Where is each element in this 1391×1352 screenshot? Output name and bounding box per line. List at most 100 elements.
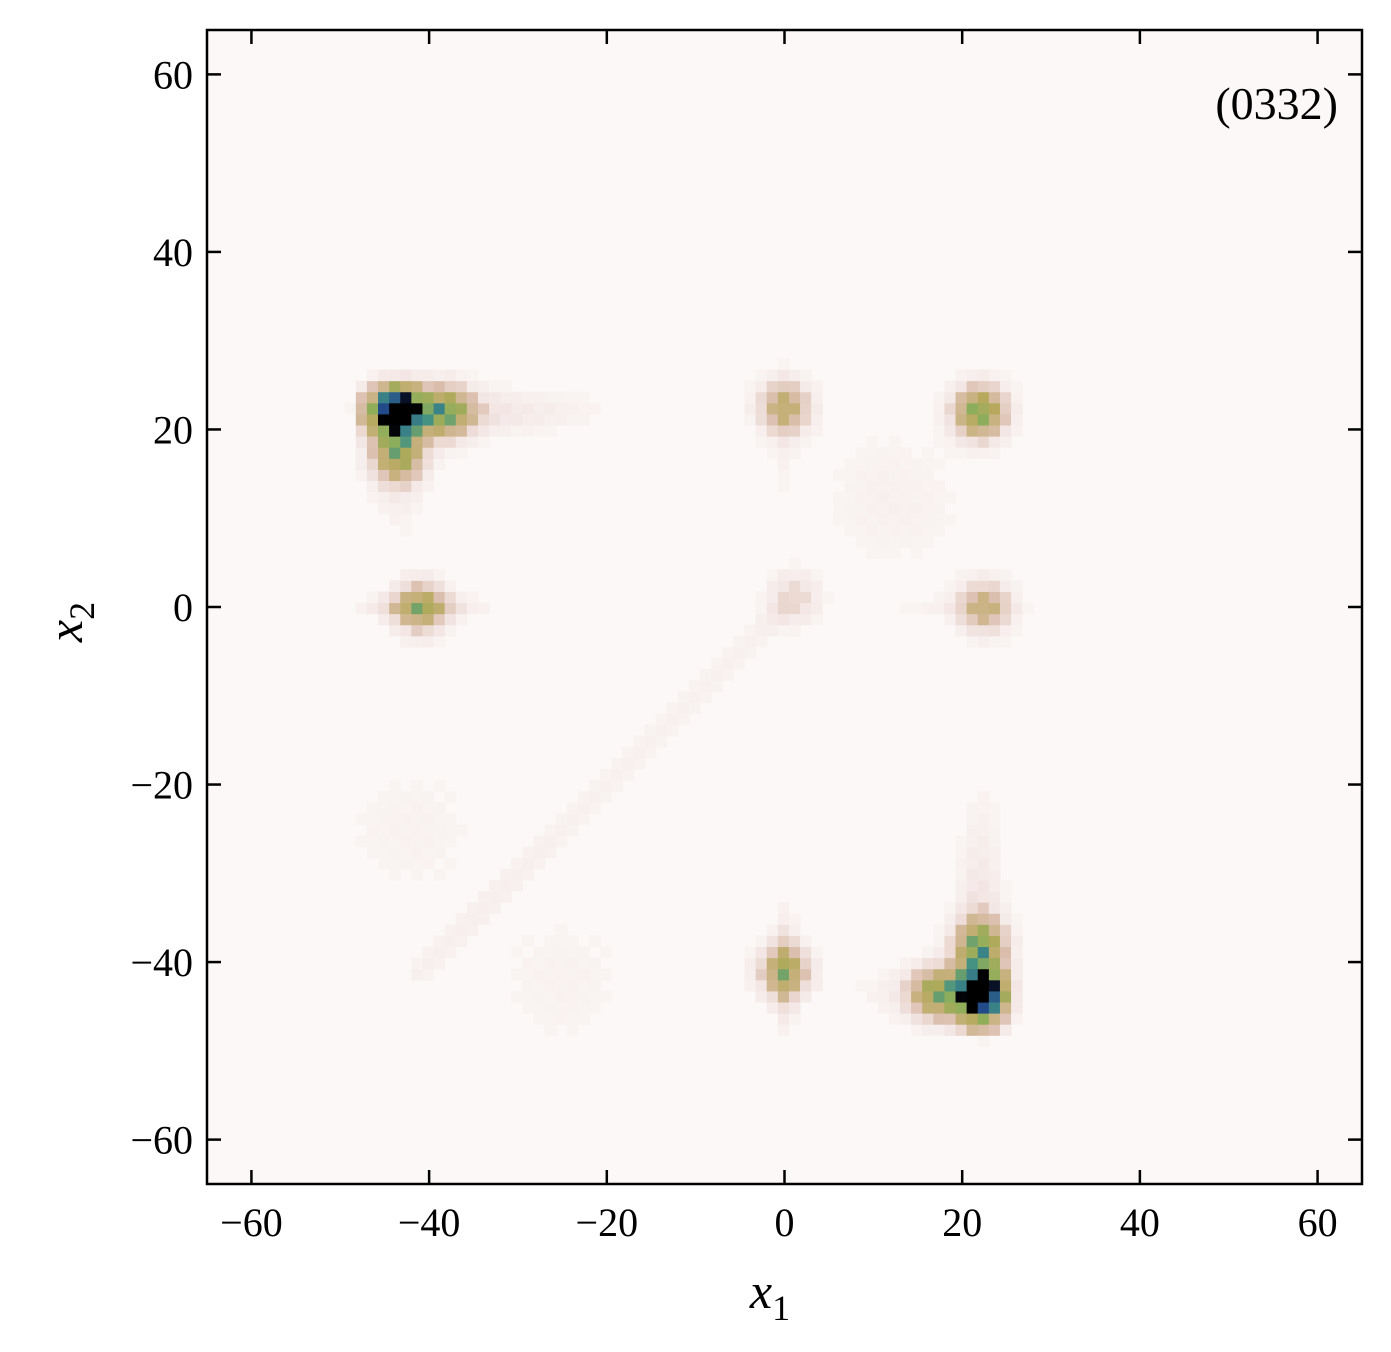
heatmap-cell bbox=[444, 946, 457, 959]
heatmap-cell bbox=[589, 968, 601, 981]
heatmap-cell bbox=[433, 436, 446, 448]
heatmap-cell bbox=[589, 979, 601, 992]
heatmap-cell bbox=[999, 569, 1012, 581]
heatmap-cell bbox=[777, 1013, 790, 1025]
heatmap-cell bbox=[988, 613, 1001, 626]
heatmap-cell bbox=[777, 580, 790, 592]
heatmap-cell bbox=[577, 979, 590, 992]
heatmap-cell bbox=[999, 391, 1012, 404]
heatmap-cell bbox=[411, 469, 423, 482]
heatmap-cell bbox=[444, 436, 457, 448]
heatmap-cell bbox=[544, 957, 557, 970]
heatmap-cell bbox=[955, 1013, 968, 1025]
heatmap-cell bbox=[999, 902, 1012, 914]
heatmap-cell bbox=[389, 380, 401, 393]
heatmap-cell bbox=[389, 791, 401, 803]
heatmap-cell bbox=[877, 458, 890, 470]
heatmap-cell bbox=[378, 425, 390, 437]
heatmap-cell bbox=[966, 425, 979, 437]
heatmap-cell bbox=[422, 968, 435, 981]
heatmap-cell bbox=[411, 447, 423, 459]
x-tick-label: 0 bbox=[775, 1200, 795, 1245]
heatmap-cell bbox=[500, 891, 512, 903]
heatmap-cell bbox=[555, 935, 568, 948]
heatmap-cell bbox=[888, 480, 901, 493]
heatmap-cell bbox=[866, 458, 879, 470]
heatmap-cell bbox=[955, 857, 968, 870]
heatmap-cell bbox=[977, 569, 990, 581]
heatmap-cell bbox=[977, 436, 990, 448]
heatmap-cell bbox=[877, 469, 890, 482]
heatmap-cell bbox=[544, 824, 557, 837]
heatmap-cell bbox=[777, 425, 790, 437]
heatmap-cell bbox=[811, 591, 823, 604]
heatmap-cell bbox=[988, 913, 1001, 925]
heatmap-cell bbox=[577, 402, 590, 415]
heatmap-cell bbox=[844, 480, 857, 493]
heatmap-cell bbox=[955, 835, 968, 848]
heatmap-cell bbox=[777, 391, 790, 404]
heatmap-cell bbox=[966, 990, 979, 1003]
heatmap-cell bbox=[966, 591, 979, 604]
heatmap-cell bbox=[544, 413, 557, 426]
heatmap-cell bbox=[888, 502, 901, 515]
heatmap-cell bbox=[944, 913, 957, 925]
heatmap-cell bbox=[522, 846, 535, 859]
heatmap-cell bbox=[500, 413, 512, 426]
heatmap-cell bbox=[422, 413, 435, 426]
heatmap-cell bbox=[533, 990, 546, 1003]
heatmap-cell bbox=[455, 924, 468, 936]
heatmap-cell bbox=[644, 746, 657, 759]
heatmap-cell bbox=[400, 569, 412, 581]
heatmap-cell bbox=[589, 402, 601, 415]
heatmap-cell bbox=[944, 602, 957, 615]
heatmap-cell bbox=[922, 602, 934, 615]
heatmap-cell bbox=[555, 402, 568, 415]
heatmap-cell bbox=[755, 946, 768, 959]
heatmap-cell bbox=[966, 380, 979, 393]
heatmap-cell bbox=[378, 857, 390, 870]
heatmap-cell bbox=[800, 935, 812, 948]
heatmap-cell bbox=[777, 913, 790, 925]
heatmap-cell bbox=[977, 968, 990, 981]
heatmap-cell bbox=[955, 879, 968, 892]
heatmap-cell bbox=[389, 802, 401, 814]
heatmap-cell bbox=[611, 769, 623, 781]
heatmap-cell bbox=[977, 846, 990, 859]
heatmap-cell bbox=[788, 1013, 801, 1025]
heatmap-cell bbox=[400, 458, 412, 470]
heatmap-cell bbox=[866, 436, 879, 448]
heatmap-cell bbox=[544, 846, 557, 859]
heatmap-cell bbox=[944, 935, 957, 948]
heatmap-cell bbox=[933, 436, 945, 448]
heatmap-cell bbox=[911, 979, 923, 992]
heatmap-cell bbox=[444, 824, 457, 837]
heatmap-cell bbox=[777, 968, 790, 981]
heatmap-cell bbox=[355, 380, 368, 393]
heatmap-cell bbox=[555, 968, 568, 981]
heatmap-cell bbox=[766, 436, 779, 448]
heatmap-cell bbox=[566, 990, 579, 1003]
heatmap-cell bbox=[766, 1002, 779, 1014]
heatmap-cell bbox=[355, 402, 368, 415]
heatmap-cell bbox=[955, 957, 968, 970]
heatmap-cell bbox=[977, 591, 990, 604]
heatmap-cell bbox=[855, 535, 868, 548]
heatmap-cell bbox=[966, 436, 979, 448]
heatmap-cell bbox=[944, 1002, 957, 1014]
heatmap-cell bbox=[389, 458, 401, 470]
heatmap-cell bbox=[533, 425, 546, 437]
heatmap-cell bbox=[788, 979, 801, 992]
heatmap-cell bbox=[788, 968, 801, 981]
heatmap-cell bbox=[466, 436, 479, 448]
heatmap-cell bbox=[589, 1002, 601, 1014]
heatmap-cell bbox=[400, 369, 412, 382]
heatmap-cell bbox=[355, 436, 368, 448]
heatmap-cell bbox=[466, 391, 479, 404]
heatmap-cell bbox=[944, 990, 957, 1003]
heatmap-cell bbox=[933, 1002, 945, 1014]
heatmap-cell bbox=[800, 436, 812, 448]
x-tick-label: 40 bbox=[1120, 1200, 1160, 1245]
heatmap-cell bbox=[977, 602, 990, 615]
heatmap-cell bbox=[999, 635, 1012, 648]
